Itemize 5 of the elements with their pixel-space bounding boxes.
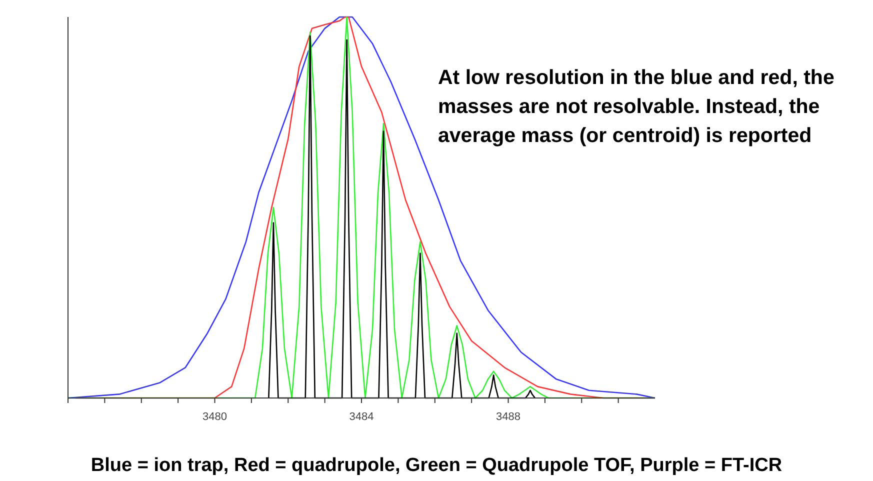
text: Blue = ion trap, Red = quadrupole, Green = Quadrupole TOF, Purple = FT-ICR	[90, 455, 782, 476]
annotation: At low resolution in the blue and red, the masses are not resolvable. Instead, the average mass (or centroid) is reported	[438, 66, 834, 147]
x-tick-label: 3480	[202, 411, 227, 423]
x-tick-label: 3488	[496, 411, 520, 423]
x-tick-label: 3484	[349, 411, 374, 423]
